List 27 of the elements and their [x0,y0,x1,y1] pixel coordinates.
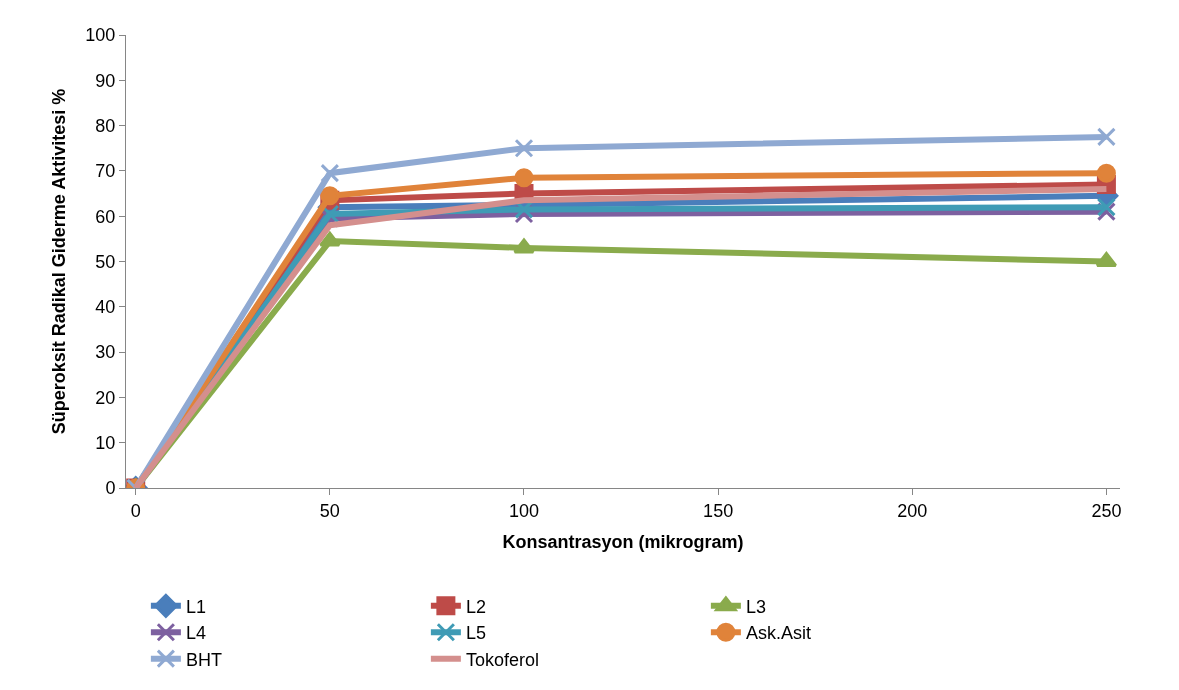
y-tick-label: 80 [95,115,116,136]
x-tick-label: 0 [130,500,141,521]
x-tick-label: 200 [897,500,928,521]
y-tick-label: 20 [95,387,116,408]
y-tick-label: 70 [95,161,116,182]
legend-label: Tokoferol [465,649,539,670]
x-axis-title: Konsantrasyon (mikrogram) [502,531,744,552]
y-tick-label: 30 [95,342,116,363]
legend-label: Ask.Asit [745,623,811,644]
x-tick-label: 250 [1091,500,1122,521]
x-tick-label: 50 [319,500,340,521]
y-tick-label: 10 [95,433,116,453]
y-axis-title: Süperoksit Radikal Giderme Aktivitesi % [48,88,69,435]
legend-label: L1 [185,596,206,617]
legend-label: L3 [745,596,766,617]
legend-label: BHT [185,649,222,670]
y-tick-label: 40 [95,297,116,318]
legend-label: L2 [465,596,486,617]
y-tick-label: 0 [105,478,116,499]
y-tick-label: 100 [85,25,116,46]
y-tick-label: 50 [95,251,116,272]
legend-label: L5 [465,623,486,644]
legend-label: L4 [185,623,206,644]
y-tick-label: 90 [95,70,116,91]
x-tick-label: 150 [703,500,734,521]
y-tick-label: 60 [95,206,116,227]
x-tick-label: 100 [508,500,540,521]
